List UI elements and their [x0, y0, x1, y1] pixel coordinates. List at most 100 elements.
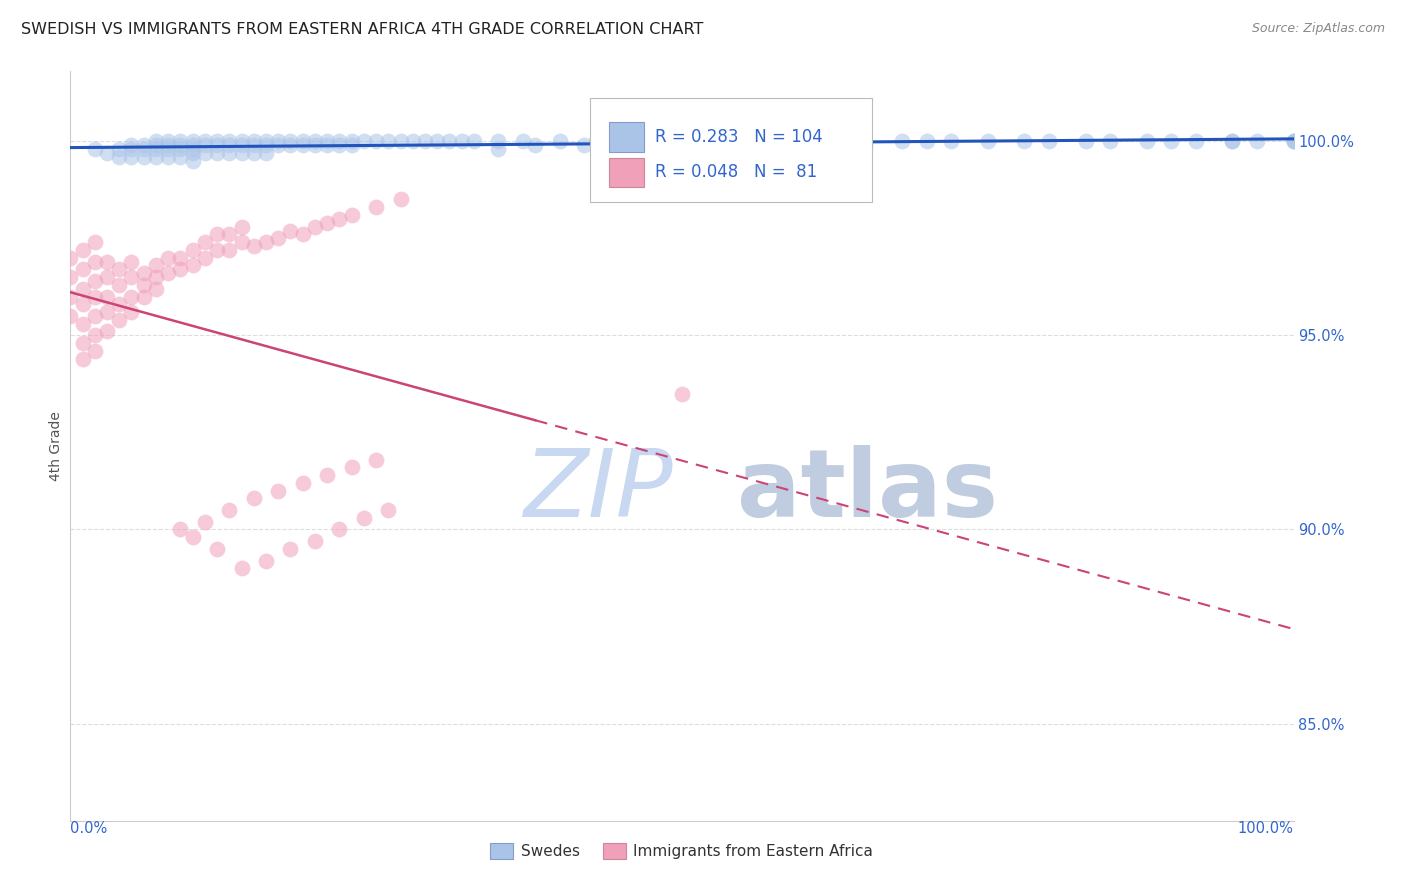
Point: [145, 270, 167, 285]
Point: [316, 138, 339, 153]
Point: [267, 134, 290, 148]
Point: [145, 142, 167, 156]
Point: [328, 523, 350, 537]
Point: [218, 145, 240, 160]
Point: [304, 134, 326, 148]
Point: [328, 211, 350, 226]
Point: [108, 142, 131, 156]
Point: [194, 515, 217, 529]
Point: [83, 343, 105, 358]
Point: [218, 134, 240, 148]
Point: [450, 134, 472, 148]
Point: [121, 150, 143, 164]
Point: [1014, 134, 1036, 148]
Point: [1220, 134, 1243, 148]
Point: [145, 259, 167, 273]
Point: [194, 134, 217, 148]
Point: [671, 138, 693, 153]
Point: [96, 254, 118, 268]
Point: [169, 150, 191, 164]
Point: [254, 134, 277, 148]
Point: [181, 145, 204, 160]
Point: [181, 243, 204, 257]
Text: SWEDISH VS IMMIGRANTS FROM EASTERN AFRICA 4TH GRADE CORRELATION CHART: SWEDISH VS IMMIGRANTS FROM EASTERN AFRIC…: [21, 22, 703, 37]
FancyBboxPatch shape: [609, 158, 644, 186]
Point: [377, 503, 399, 517]
Point: [96, 325, 118, 339]
Point: [1038, 134, 1060, 148]
Point: [169, 262, 191, 277]
Point: [1136, 134, 1159, 148]
Point: [389, 193, 412, 207]
Point: [205, 138, 228, 153]
Point: [83, 289, 105, 303]
Point: [132, 150, 155, 164]
Point: [72, 262, 94, 277]
Point: [254, 235, 277, 250]
Point: [340, 138, 363, 153]
Point: [280, 138, 302, 153]
Point: [218, 138, 240, 153]
Point: [108, 313, 131, 327]
Point: [572, 138, 595, 153]
Point: [194, 235, 217, 250]
Point: [205, 541, 228, 556]
Point: [756, 134, 779, 148]
Point: [231, 138, 253, 153]
Point: [610, 138, 633, 153]
Point: [169, 142, 191, 156]
Text: 100.0%: 100.0%: [1237, 821, 1294, 836]
Point: [524, 138, 547, 153]
Y-axis label: 4th Grade: 4th Grade: [49, 411, 63, 481]
Point: [548, 134, 571, 148]
Point: [366, 134, 388, 148]
Point: [316, 468, 339, 483]
Point: [439, 134, 461, 148]
Point: [218, 503, 240, 517]
Point: [132, 138, 155, 153]
Point: [145, 282, 167, 296]
Point: [121, 305, 143, 319]
Point: [169, 523, 191, 537]
Point: [83, 274, 105, 288]
Point: [231, 145, 253, 160]
Point: [132, 142, 155, 156]
Point: [145, 150, 167, 164]
Point: [291, 227, 314, 242]
Point: [59, 270, 82, 285]
Point: [939, 134, 962, 148]
Point: [340, 460, 363, 475]
Point: [157, 150, 180, 164]
Point: [194, 251, 217, 265]
Point: [157, 266, 180, 280]
Point: [121, 254, 143, 268]
Point: [353, 134, 375, 148]
Point: [243, 239, 266, 253]
Point: [1282, 134, 1305, 148]
Point: [291, 138, 314, 153]
Point: [181, 134, 204, 148]
Point: [793, 134, 815, 148]
Point: [72, 351, 94, 366]
Point: [267, 231, 290, 245]
Point: [280, 134, 302, 148]
Point: [83, 142, 105, 156]
Point: [108, 262, 131, 277]
Point: [108, 277, 131, 292]
Point: [121, 270, 143, 285]
Legend: Swedes, Immigrants from Eastern Africa: Swedes, Immigrants from Eastern Africa: [484, 838, 880, 865]
Point: [413, 134, 436, 148]
Point: [231, 561, 253, 575]
Point: [340, 134, 363, 148]
Point: [695, 134, 717, 148]
Point: [316, 134, 339, 148]
Point: [304, 138, 326, 153]
Point: [231, 219, 253, 234]
Point: [83, 309, 105, 323]
Point: [267, 138, 290, 153]
Point: [304, 534, 326, 549]
Point: [243, 134, 266, 148]
Point: [157, 142, 180, 156]
Point: [132, 277, 155, 292]
Point: [243, 138, 266, 153]
